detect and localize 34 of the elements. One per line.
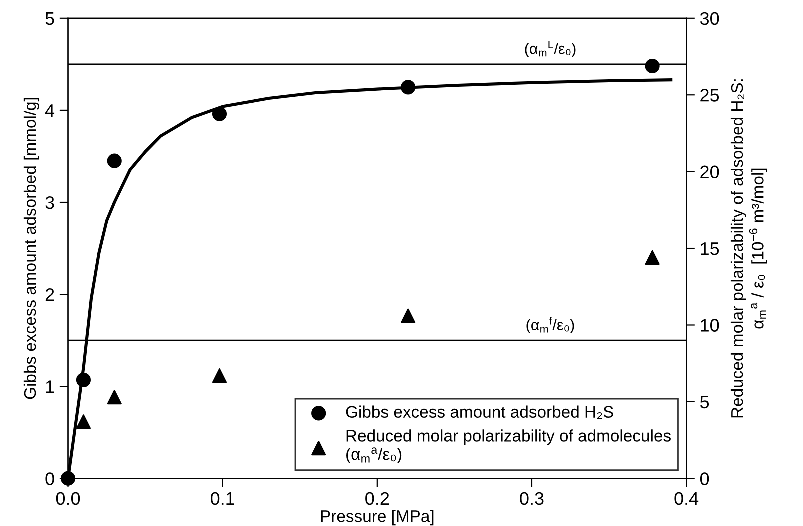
x-tick-label: 0.4 — [674, 492, 699, 506]
x-tick-label: 0.1 — [210, 492, 234, 506]
x-axis-title: Pressure [MPa] — [321, 510, 434, 526]
y-tick-label: 4 — [45, 104, 55, 117]
ref-line-label: (α$_{m}$$^{f}$/ε₀) — [526, 316, 574, 334]
y2-tick-label: 10 — [701, 319, 720, 332]
point — [401, 80, 416, 95]
y-tick-label: 2 — [46, 288, 54, 302]
legend-label: Reduced molar polarizability of admolecules (α$_{m}$$^{a}$/ε₀) — [346, 430, 671, 464]
legend-label: Gibbs excess amount adsorbed H₂S — [346, 406, 614, 420]
point — [107, 154, 122, 168]
point — [401, 308, 416, 324]
ref-line-label: (α$_{m}$$^{L}$/ε₀) — [525, 41, 576, 58]
y2-tick-label: 30 — [700, 12, 720, 26]
point — [212, 368, 228, 384]
y-tick-label: 3 — [46, 196, 54, 210]
y-tick-label: 0 — [46, 472, 54, 486]
y2-tick-label: 25 — [700, 89, 720, 102]
y2-axis-title: Reduced molar polarizability of adsorbed H₂S: α$_{m}$$^{a}$ / ε₀ [10$^{−6}$ m³/mol] — [730, 80, 768, 418]
y2-tick-label: 0 — [700, 472, 710, 486]
point — [76, 414, 91, 430]
point — [645, 250, 660, 266]
point — [107, 390, 122, 405]
x-tick-label: 0.2 — [366, 492, 390, 506]
y-tick-label: 1 — [46, 380, 54, 394]
y-tick-label: 5 — [46, 12, 54, 26]
y2-tick-label: 15 — [701, 242, 720, 256]
y-axis-title: Gibbs excess amount adsorbed [mmol/g] — [24, 98, 40, 400]
point — [212, 106, 228, 122]
y2-tick-label: 5 — [700, 396, 710, 409]
point — [76, 372, 91, 388]
x-tick-label: 0.0 — [56, 492, 80, 506]
y2-tick-label: 20 — [700, 166, 720, 179]
x-tick-label: 0.3 — [520, 492, 544, 506]
